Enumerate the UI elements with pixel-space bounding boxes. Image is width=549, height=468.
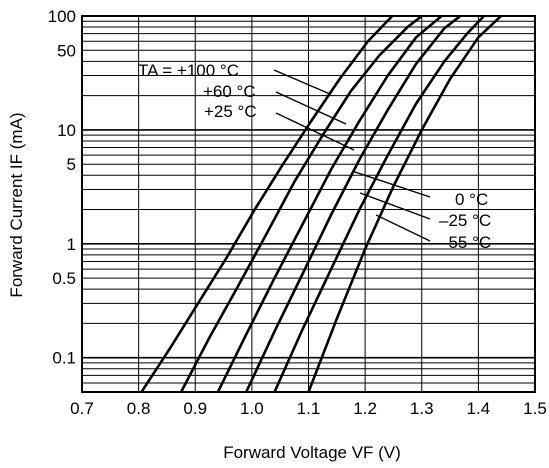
label-m55c: –55 °C — [439, 233, 491, 252]
leader-0c — [351, 170, 431, 198]
leader-m55c — [375, 214, 431, 242]
label-100c: TA = +100 °C — [138, 61, 239, 80]
x-tick-labels: 0.7 0.8 0.9 1.0 1.1 1.2 1.3 1.4 1.5 — [70, 399, 547, 418]
y-tick-label: 1 — [67, 235, 76, 254]
x-tick-label: 1.1 — [297, 399, 321, 418]
x-tick-label: 1.2 — [353, 399, 377, 418]
label-0c: 0 °C — [455, 190, 488, 209]
y-tick-label: 100 — [48, 7, 76, 26]
plot-frame — [81, 15, 536, 393]
x-tick-label: 1.4 — [467, 399, 491, 418]
leader-25c — [275, 112, 355, 151]
label-25c: +25 °C — [204, 102, 257, 121]
series-line — [179, 14, 423, 393]
x-tick-label: 1.3 — [410, 399, 434, 418]
series-line — [140, 15, 394, 393]
series-line — [273, 15, 485, 393]
x-tick-label: 0.7 — [70, 399, 94, 418]
x-tick-label: 1.5 — [523, 399, 547, 418]
y-axis-label: Forward Current IF (mA) — [7, 112, 26, 297]
label-m25c: –25 °C — [439, 211, 491, 230]
series-line — [307, 15, 502, 393]
y-tick-labels: 0.1 0.5 1 5 10 50 100 — [48, 7, 76, 368]
series-line — [216, 15, 443, 393]
y-tick-label: 0.1 — [52, 349, 76, 368]
leader-m25c — [359, 192, 431, 220]
series-callouts: TA = +100 °C +60 °C +25 °C 0 °C –25 °C –… — [138, 61, 491, 252]
series-lines — [140, 14, 502, 393]
x-tick-label: 0.8 — [127, 399, 151, 418]
series-line — [245, 14, 462, 393]
y-tick-label: 10 — [57, 121, 76, 140]
y-tick-label: 50 — [57, 41, 76, 60]
x-tick-label: 0.9 — [183, 399, 207, 418]
y-tick-label: 5 — [67, 155, 76, 174]
leader-100c — [273, 69, 331, 95]
y-tick-label: 0.5 — [52, 269, 76, 288]
leader-60c — [275, 91, 347, 125]
x-axis-label: Forward Voltage VF (V) — [223, 443, 401, 462]
label-60c: +60 °C — [203, 82, 256, 101]
x-tick-label: 1.0 — [240, 399, 264, 418]
